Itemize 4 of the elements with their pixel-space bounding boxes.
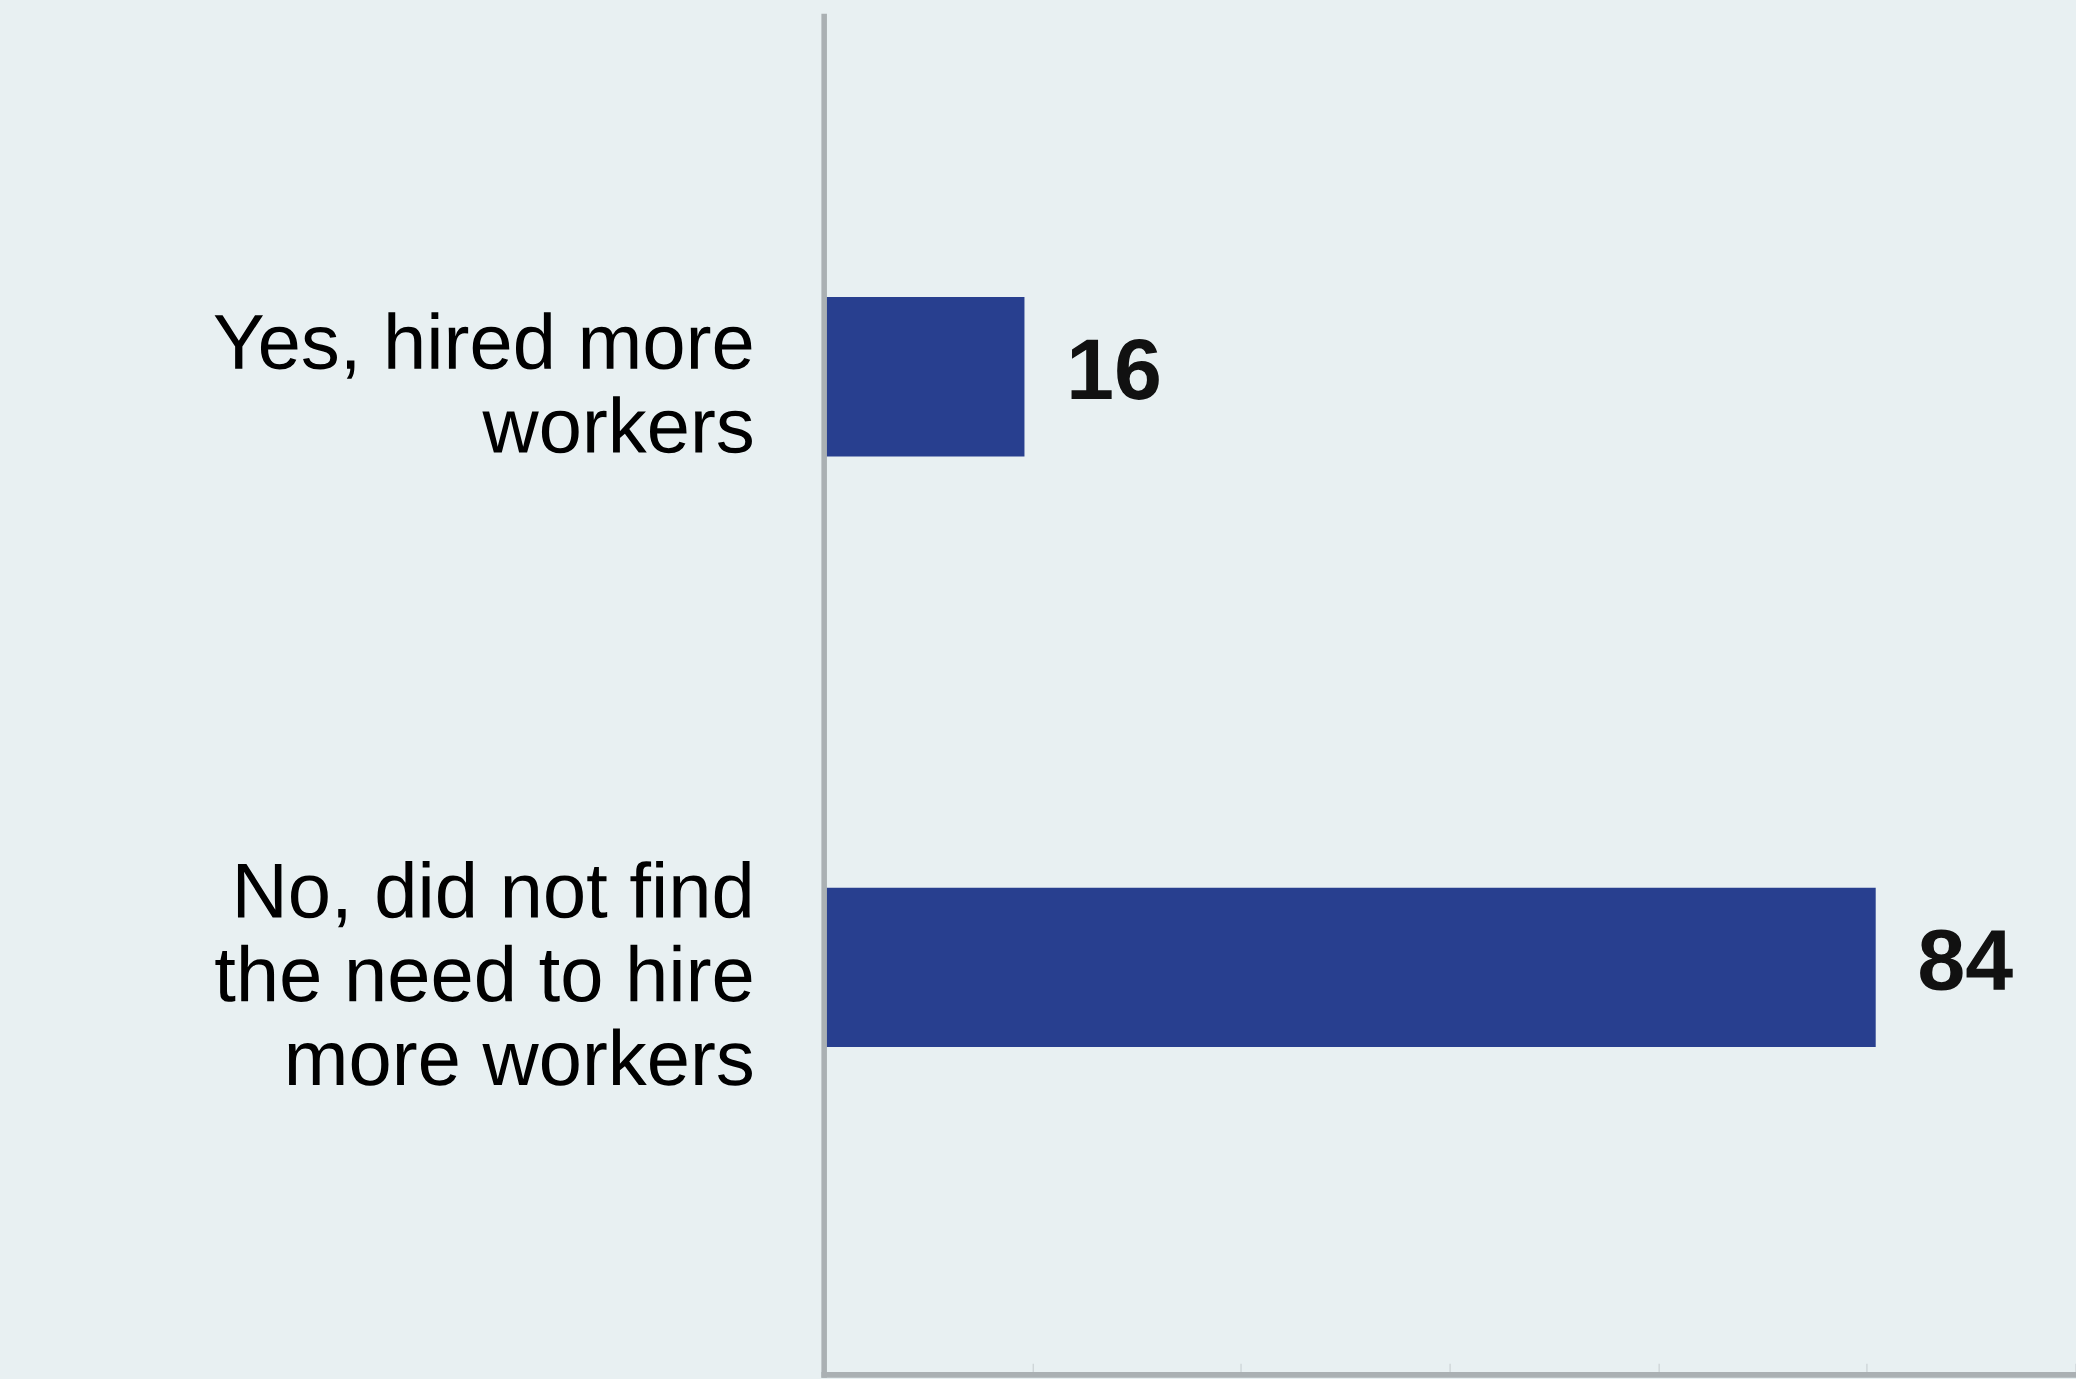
- y-tick-label: No, did not find the need to hire more workers: [215, 861, 752, 1086]
- data-label: 16: [1071, 338, 1159, 400]
- y-tick-label: Yes, hired more workers: [214, 312, 752, 454]
- data-label: 84: [1920, 929, 2013, 991]
